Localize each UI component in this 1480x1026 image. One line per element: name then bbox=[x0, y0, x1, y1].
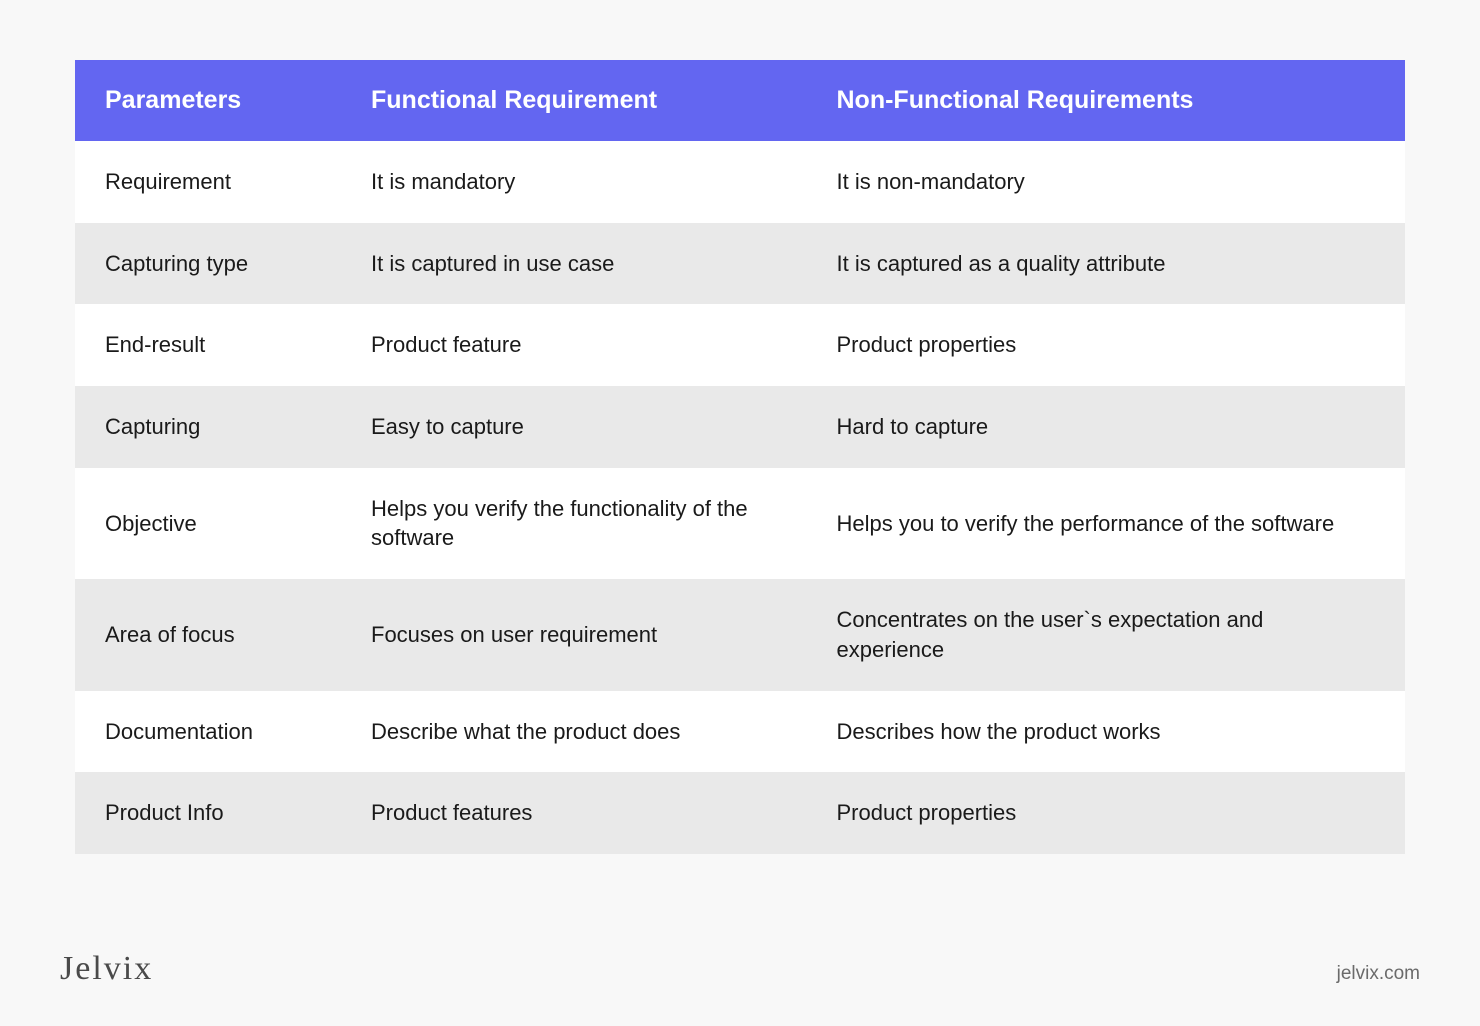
table-cell: It is captured as a quality attribute bbox=[807, 223, 1406, 305]
table-cell: Objective bbox=[75, 483, 341, 565]
table-cell: Product properties bbox=[807, 304, 1406, 386]
table-header-row: Parameters Functional Requirement Non-Fu… bbox=[75, 60, 1405, 141]
table-body: RequirementIt is mandatoryIt is non-mand… bbox=[75, 141, 1405, 854]
table-cell: It is captured in use case bbox=[341, 223, 807, 305]
table-row: ObjectiveHelps you verify the functional… bbox=[75, 468, 1405, 579]
table-cell: Product Info bbox=[75, 772, 341, 854]
table-cell: Helps you to verify the performance of t… bbox=[807, 483, 1406, 565]
site-url: jelvix.com bbox=[1337, 963, 1420, 985]
table-row: End-resultProduct featureProduct propert… bbox=[75, 304, 1405, 386]
table-cell: It is mandatory bbox=[341, 141, 807, 223]
table-cell: Product features bbox=[341, 772, 807, 854]
jelvix-logo: Jelvix bbox=[60, 950, 153, 988]
table-cell: Describes how the product works bbox=[807, 691, 1406, 773]
table-cell: Requirement bbox=[75, 141, 341, 223]
table-header-functional: Functional Requirement bbox=[341, 60, 807, 141]
table-row: Capturing typeIt is captured in use case… bbox=[75, 223, 1405, 305]
table-row: Area of focusFocuses on user requirement… bbox=[75, 579, 1405, 690]
table-cell: Capturing bbox=[75, 386, 341, 468]
comparison-table: Parameters Functional Requirement Non-Fu… bbox=[75, 60, 1405, 854]
table-header-parameters: Parameters bbox=[75, 60, 341, 141]
table-cell: Product feature bbox=[341, 304, 807, 386]
table-row: RequirementIt is mandatoryIt is non-mand… bbox=[75, 141, 1405, 223]
table-cell: Describe what the product does bbox=[341, 691, 807, 773]
table-row: Product InfoProduct featuresProduct prop… bbox=[75, 772, 1405, 854]
table-cell: End-result bbox=[75, 304, 341, 386]
table-cell: Focuses on user requirement bbox=[341, 594, 807, 676]
table-cell: Product properties bbox=[807, 772, 1406, 854]
table-cell: Documentation bbox=[75, 691, 341, 773]
table-row: CapturingEasy to captureHard to capture bbox=[75, 386, 1405, 468]
table-cell: Area of focus bbox=[75, 594, 341, 676]
table-row: DocumentationDescribe what the product d… bbox=[75, 691, 1405, 773]
table-cell: Helps you verify the functionality of th… bbox=[341, 468, 807, 579]
page-footer: Jelvix jelvix.com bbox=[60, 950, 1420, 988]
table-cell: Capturing type bbox=[75, 223, 341, 305]
table-cell: Concentrates on the user`s expectation a… bbox=[807, 579, 1406, 690]
table-cell: Hard to capture bbox=[807, 386, 1406, 468]
table-header-nonfunctional: Non-Functional Requirements bbox=[807, 60, 1406, 141]
table-cell: It is non-mandatory bbox=[807, 141, 1406, 223]
table-cell: Easy to capture bbox=[341, 386, 807, 468]
